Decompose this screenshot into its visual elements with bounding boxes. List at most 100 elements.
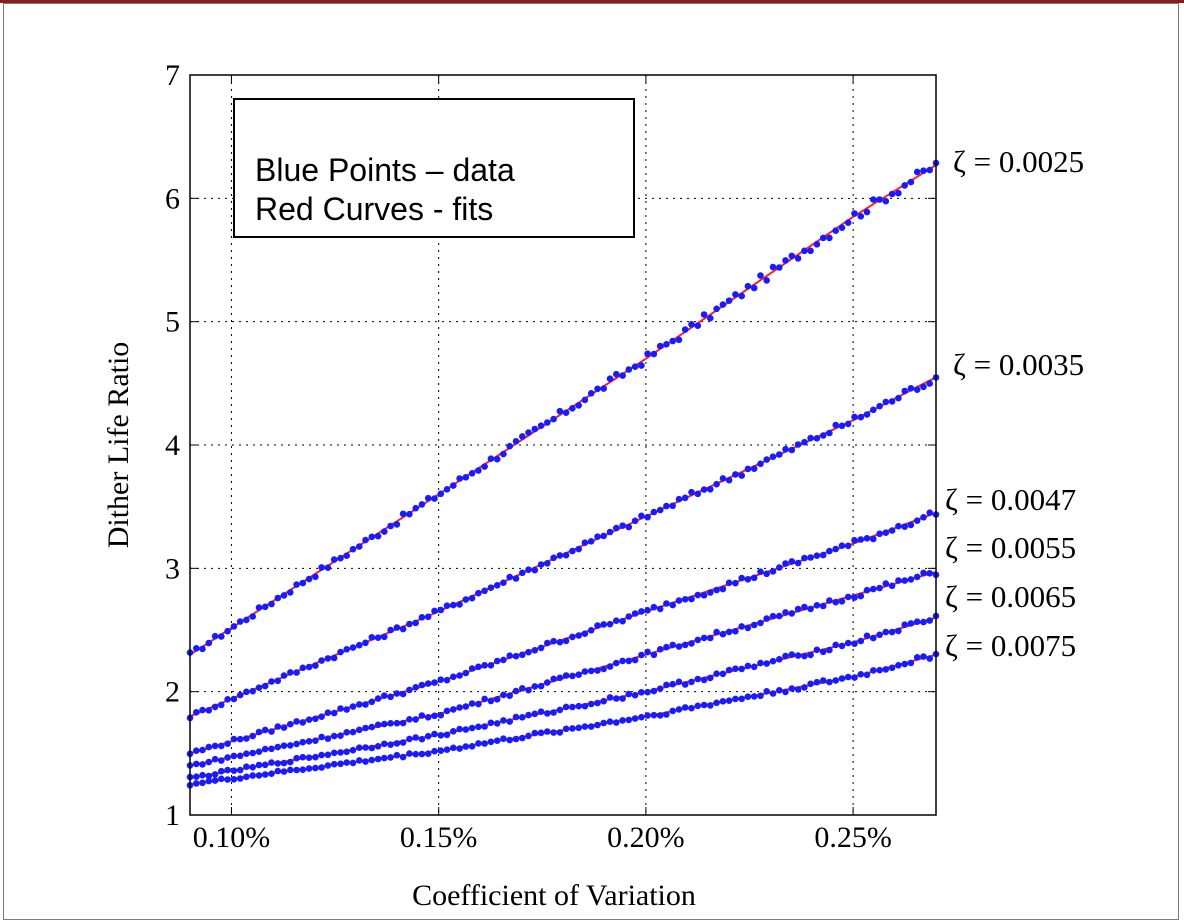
data-point — [895, 627, 902, 635]
data-point — [826, 547, 833, 555]
data-point — [230, 752, 238, 760]
data-point — [199, 706, 206, 714]
data-point — [688, 640, 695, 647]
data-point — [374, 532, 382, 540]
legend-frame — [233, 98, 635, 238]
data-point — [876, 666, 883, 674]
data-point — [776, 656, 783, 663]
data-point — [443, 602, 451, 609]
data-point — [832, 421, 839, 429]
fit-curve-2 — [189, 511, 937, 755]
data-point — [456, 672, 463, 679]
data-point — [443, 746, 451, 753]
data-point — [337, 705, 344, 712]
data-point — [243, 773, 250, 781]
data-point — [399, 753, 407, 761]
data-point — [707, 314, 714, 322]
data-point — [218, 775, 225, 783]
data-point — [738, 695, 745, 703]
data-point — [625, 523, 633, 531]
data-point — [870, 667, 877, 674]
data-point — [280, 759, 288, 767]
data-point — [243, 616, 250, 624]
data-point — [544, 679, 551, 686]
data-point — [644, 513, 651, 521]
y-tick-label: 2 — [165, 676, 180, 709]
data-point — [443, 486, 451, 493]
data-point — [631, 656, 639, 664]
data-point — [719, 670, 727, 678]
data-point — [493, 455, 501, 463]
data-point — [255, 604, 263, 611]
data-point — [782, 652, 789, 660]
data-point — [487, 662, 495, 669]
data-point — [236, 766, 244, 774]
data-point — [349, 728, 357, 736]
data-point — [794, 559, 802, 567]
data-point — [362, 758, 369, 765]
data-point — [550, 637, 557, 645]
data-point — [663, 341, 670, 348]
data-point — [330, 654, 338, 662]
data-point — [606, 718, 614, 725]
data-point — [493, 720, 501, 727]
data-point — [700, 701, 708, 709]
data-point — [462, 743, 470, 750]
data-point — [437, 732, 445, 739]
data-point — [738, 292, 745, 300]
data-point — [725, 666, 733, 674]
data-point — [719, 301, 727, 308]
data-point — [832, 641, 839, 649]
data-point — [406, 510, 413, 518]
data-point — [650, 508, 658, 516]
data-point — [813, 646, 821, 654]
x-tick-label: 0.25% — [814, 821, 892, 854]
data-point — [406, 750, 413, 757]
x-tick-label: 0.20% — [607, 821, 685, 854]
data-point — [475, 723, 482, 731]
data-point — [299, 579, 307, 587]
data-point — [519, 685, 526, 692]
data-point — [638, 362, 645, 369]
data-point — [694, 636, 702, 644]
data-point — [450, 601, 457, 609]
data-point — [506, 652, 513, 659]
data-point — [437, 676, 445, 683]
data-point — [575, 632, 582, 639]
data-point — [337, 732, 344, 739]
data-point — [700, 592, 708, 599]
data-point — [832, 598, 839, 606]
series-label-0075: ζ = 0.0075 — [945, 628, 1076, 663]
data-point — [236, 735, 244, 743]
data-point — [926, 166, 933, 174]
data-point — [769, 612, 777, 620]
data-point — [468, 724, 476, 732]
data-point — [681, 326, 689, 333]
data-point — [193, 747, 200, 754]
data-point — [587, 700, 595, 708]
data-point — [205, 743, 213, 751]
data-point — [863, 586, 871, 594]
data-point — [381, 740, 388, 748]
data-point — [707, 674, 714, 682]
data-point — [531, 425, 539, 433]
data-point — [193, 780, 200, 787]
data-point — [324, 709, 332, 716]
data-point — [211, 777, 219, 784]
data-point — [606, 375, 614, 383]
data-point — [318, 764, 325, 771]
data-point — [851, 210, 858, 217]
data-point — [475, 700, 482, 708]
data-point — [318, 751, 325, 759]
data-point — [901, 660, 908, 668]
data-point — [656, 685, 664, 692]
data-point — [318, 564, 325, 571]
data-point — [349, 644, 357, 651]
data-point — [870, 585, 877, 593]
data-point — [280, 592, 288, 599]
data-point — [249, 687, 256, 695]
data-point — [387, 720, 394, 727]
data-point — [613, 659, 620, 667]
data-point — [537, 644, 545, 652]
